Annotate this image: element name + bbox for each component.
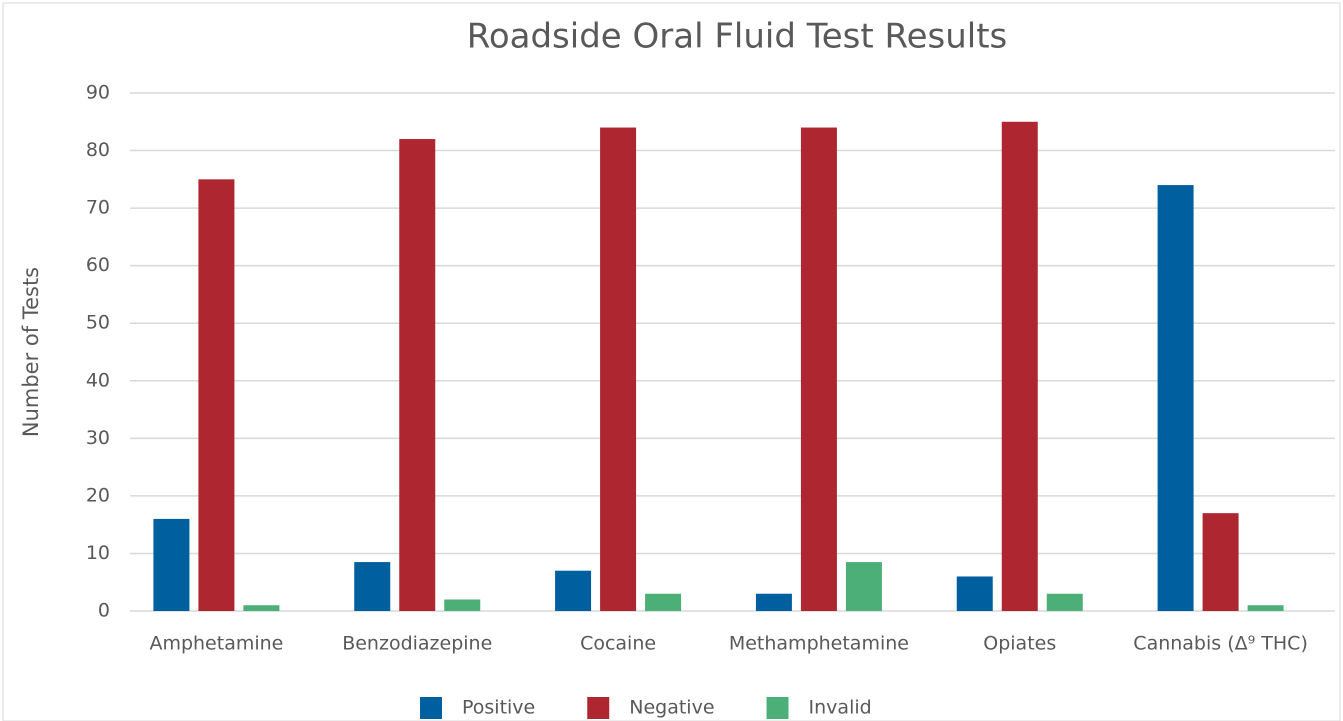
legend-label: Negative — [629, 697, 714, 719]
bar — [600, 127, 637, 612]
legend-swatch — [420, 697, 442, 719]
legend-swatch — [766, 697, 789, 719]
y-tick-label: 0 — [98, 600, 110, 622]
y-tick-label: 40 — [86, 369, 110, 391]
bar — [555, 570, 592, 611]
y-tick-label: 20 — [86, 484, 110, 506]
bar — [153, 518, 190, 611]
chart-title: Roadside Oral Fluid Test Results — [467, 17, 1008, 57]
x-tick-label: Benzodiazepine — [342, 633, 492, 655]
bar — [198, 179, 235, 612]
bar — [1046, 593, 1083, 611]
legend-label: Positive — [462, 697, 535, 719]
bar — [956, 576, 993, 611]
y-tick-label: 70 — [86, 197, 110, 219]
y-tick-label: 10 — [86, 542, 110, 564]
x-tick-label: Amphetamine — [149, 633, 283, 655]
x-tick-label: Cannabis (Δ⁹ THC) — [1133, 633, 1308, 655]
y-tick-label: 60 — [86, 254, 110, 276]
y-tick-label: 50 — [86, 312, 110, 334]
legend-label: Invalid — [809, 697, 872, 719]
bar — [800, 127, 837, 612]
bar — [444, 599, 481, 611]
bar — [845, 562, 882, 611]
y-tick-label: 30 — [86, 427, 110, 449]
bar — [1157, 185, 1194, 612]
bar — [1247, 605, 1284, 611]
bar — [1001, 121, 1038, 612]
bar — [354, 562, 391, 611]
y-tick-label: 80 — [86, 139, 110, 161]
bar — [1202, 513, 1239, 611]
legend-swatch — [587, 697, 610, 719]
x-tick-label: Methamphetamine — [729, 633, 909, 655]
bar — [399, 139, 436, 612]
x-tick-label: Cocaine — [580, 633, 656, 655]
bar — [755, 593, 792, 611]
y-axis-title: Number of Tests — [19, 267, 43, 437]
y-tick-label: 90 — [86, 82, 110, 104]
bar — [243, 605, 280, 611]
bar — [645, 593, 682, 611]
x-tick-label: Opiates — [983, 633, 1056, 655]
